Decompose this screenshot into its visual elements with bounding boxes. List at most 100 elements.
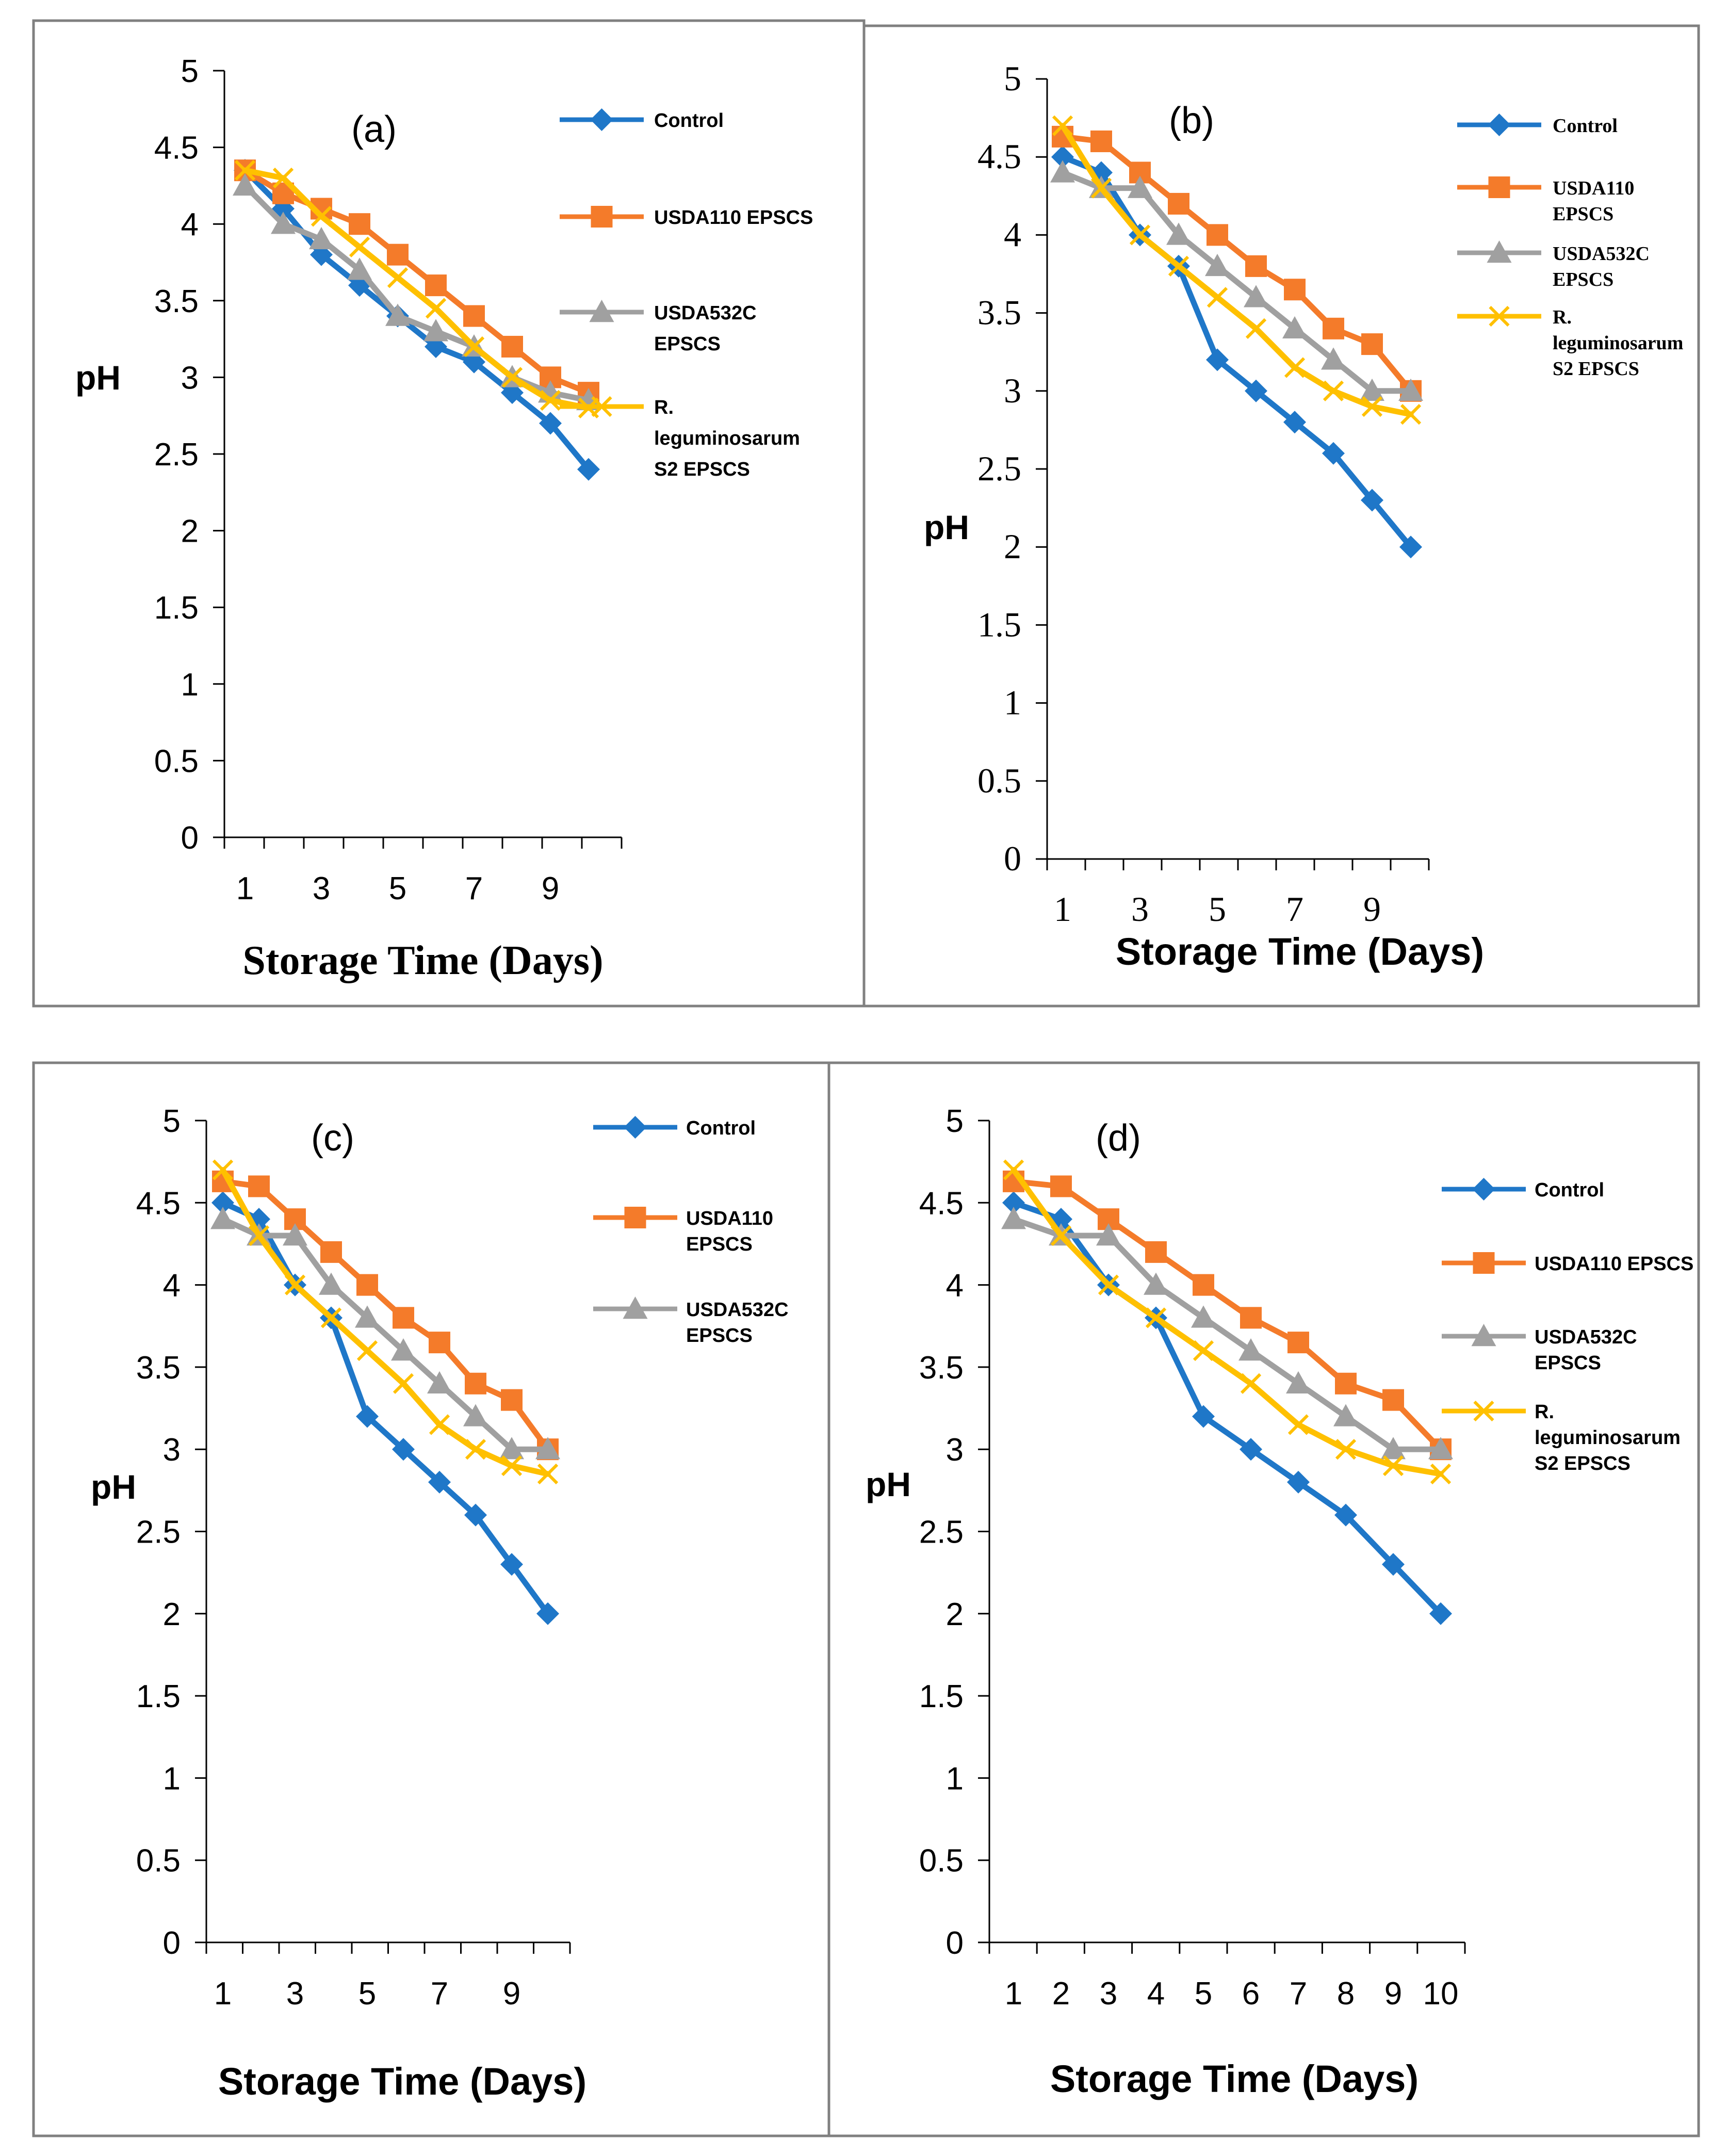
y-tick-label: 3.5 xyxy=(136,1350,181,1386)
data-point-control xyxy=(536,1602,559,1625)
data-point-usda110 xyxy=(1145,1241,1167,1263)
y-tick-label: 0 xyxy=(946,1925,964,1961)
legend-marker-usda110 xyxy=(591,206,613,228)
data-point-control xyxy=(211,1191,234,1214)
data-point-usda532c xyxy=(309,226,334,250)
series-line-control xyxy=(220,1199,551,1617)
y-tick-label: 5 xyxy=(946,1104,964,1139)
series-line-usda110 xyxy=(220,1178,551,1452)
y-tick-label: 1.5 xyxy=(136,1679,181,1714)
y-axis-label: pH xyxy=(924,508,969,546)
data-point-rleg xyxy=(248,1225,270,1246)
legend-marker-usda532c xyxy=(1471,1324,1496,1347)
legend-label: Control xyxy=(686,1117,756,1139)
data-point-control xyxy=(1287,1470,1310,1494)
legend-label: Control xyxy=(1535,1179,1604,1201)
x-tick-label: 1 xyxy=(1054,889,1071,929)
series-usda532c xyxy=(1050,160,1423,401)
x-tick-label: 9 xyxy=(1384,1976,1402,2012)
y-tick-label: 0.5 xyxy=(919,1843,964,1879)
data-point-usda110 xyxy=(1090,130,1112,152)
x-axis-label: Storage Time (Days) xyxy=(218,2060,586,2103)
data-point-control xyxy=(1334,1503,1357,1527)
x-tick-label: 1 xyxy=(214,1976,232,2012)
legend-item-usda532c: USDA532C EPSCS xyxy=(560,300,757,355)
data-point-usda110 xyxy=(1050,1175,1072,1197)
data-point-usda110 xyxy=(463,305,485,327)
data-point-control xyxy=(539,412,562,435)
data-point-rleg xyxy=(212,1159,234,1180)
data-point-usda110 xyxy=(387,244,409,266)
legend-label: USDA532C xyxy=(686,1299,789,1321)
y-tick-label: 1.5 xyxy=(977,605,1021,644)
data-point-rleg xyxy=(1052,115,1073,136)
y-tick-label: 0.5 xyxy=(977,761,1021,800)
legend-label: USDA532C xyxy=(654,302,757,324)
data-point-control xyxy=(1051,145,1074,169)
legend-label: S2 EPSCS xyxy=(654,459,750,480)
y-tick-label: 1.5 xyxy=(154,590,199,626)
y-tick-label: 4.5 xyxy=(919,1186,964,1221)
data-point-usda532c xyxy=(1381,1437,1406,1460)
data-point-rleg xyxy=(501,367,523,388)
legend-label: EPSCS xyxy=(686,1234,753,1255)
legend-item-control: Control xyxy=(560,108,724,132)
legend-label: USDA532C xyxy=(1553,243,1650,265)
y-tick-label: 0.5 xyxy=(136,1843,181,1879)
data-point-control xyxy=(1245,379,1267,402)
data-point-usda532c xyxy=(319,1272,344,1295)
data-point-rleg xyxy=(1245,318,1267,339)
series-line-control xyxy=(242,167,592,473)
panel-title: (b) xyxy=(1169,100,1214,141)
y-tick-label: 3.5 xyxy=(154,284,199,319)
y-tick-label: 3 xyxy=(946,1432,964,1468)
data-point-usda532c xyxy=(1238,1338,1263,1361)
legend-item-control: Control xyxy=(1457,114,1618,137)
data-point-control xyxy=(1322,442,1345,465)
data-point-rleg xyxy=(320,1307,342,1328)
panel-d: 00.511.522.533.544.551 2 3 4 5 6 7 8 9 10Storage … xyxy=(866,1104,1693,2100)
data-point-usda532c xyxy=(1333,1404,1358,1426)
data-point-usda532c xyxy=(283,1223,307,1246)
legend-item-rleg: R. leguminosarum S2 EPSCS xyxy=(1457,305,1683,380)
series-line-rleg xyxy=(1010,1167,1444,1477)
data-point-usda532c xyxy=(535,1437,560,1460)
y-tick-label: 4.5 xyxy=(154,131,199,166)
panel-a: 0 0.5 1 1.5 2 2.5 3 3.5 4 4.5 5 1 3 5 7 9 Storage Time (… xyxy=(75,54,813,983)
data-point-usda532c xyxy=(1286,1371,1311,1393)
data-point-usda532c xyxy=(385,303,410,326)
legend-label: leguminosarum xyxy=(654,428,800,449)
data-point-rleg xyxy=(1090,177,1112,199)
data-point-usda532c xyxy=(391,1338,416,1361)
y-tick-label: 4.5 xyxy=(977,137,1021,176)
data-point-usda532c xyxy=(499,1437,524,1460)
data-point-control xyxy=(500,1553,523,1576)
data-point-rleg xyxy=(1335,1439,1357,1460)
data-point-control xyxy=(356,1405,379,1428)
y-tick-label: 0 xyxy=(181,820,199,856)
data-point-rleg xyxy=(425,298,447,319)
x-tick-label: 9 xyxy=(542,871,559,906)
x-tick-label: 2 xyxy=(1052,1976,1070,2012)
legend-marker-control xyxy=(1472,1178,1495,1201)
series-line-usda110 xyxy=(1010,1178,1444,1452)
series-line-usda532c xyxy=(220,1216,551,1452)
legend-marker-usda110 xyxy=(624,1207,646,1228)
x-tick-label: 6 xyxy=(1242,1976,1260,2012)
legend-label: USDA532C xyxy=(1535,1326,1637,1348)
legend-label: EPSCS xyxy=(654,333,721,355)
series-line-control xyxy=(1059,154,1414,550)
data-point-rleg xyxy=(1193,1340,1214,1361)
data-point-usda110 xyxy=(1168,192,1189,215)
y-tick-label: 3.5 xyxy=(919,1350,964,1386)
legend-marker-usda532c xyxy=(623,1296,648,1319)
x-tick-label: 4 xyxy=(1147,1976,1165,2012)
data-point-usda110 xyxy=(356,1274,378,1296)
series-usda532c xyxy=(210,1207,560,1460)
legend-item-usda110: USDA110 EPSCS xyxy=(1442,1252,1693,1275)
legend-item-usda532c: USDA532C EPSCS xyxy=(1457,240,1650,290)
data-point-rleg xyxy=(311,206,332,227)
data-point-usda532c xyxy=(1128,175,1152,198)
legend-label: leguminosarum xyxy=(1553,332,1683,354)
y-tick-label: 0.5 xyxy=(154,743,199,779)
